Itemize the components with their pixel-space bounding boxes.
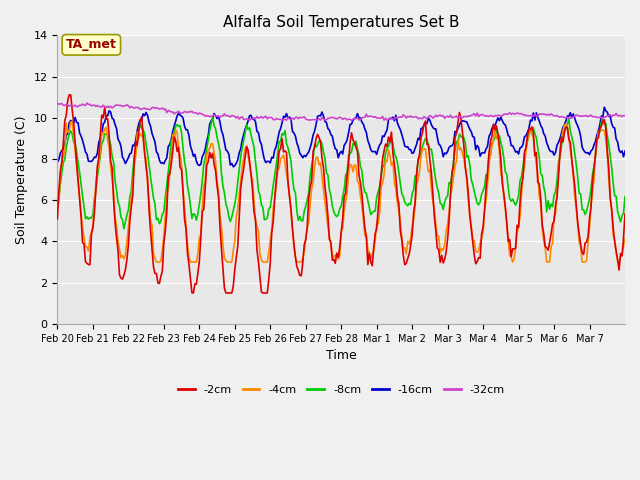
Text: TA_met: TA_met bbox=[66, 38, 116, 51]
X-axis label: Time: Time bbox=[326, 349, 356, 362]
Title: Alfalfa Soil Temperatures Set B: Alfalfa Soil Temperatures Set B bbox=[223, 15, 460, 30]
Y-axis label: Soil Temperature (C): Soil Temperature (C) bbox=[15, 115, 28, 244]
Legend: -2cm, -4cm, -8cm, -16cm, -32cm: -2cm, -4cm, -8cm, -16cm, -32cm bbox=[173, 380, 509, 399]
